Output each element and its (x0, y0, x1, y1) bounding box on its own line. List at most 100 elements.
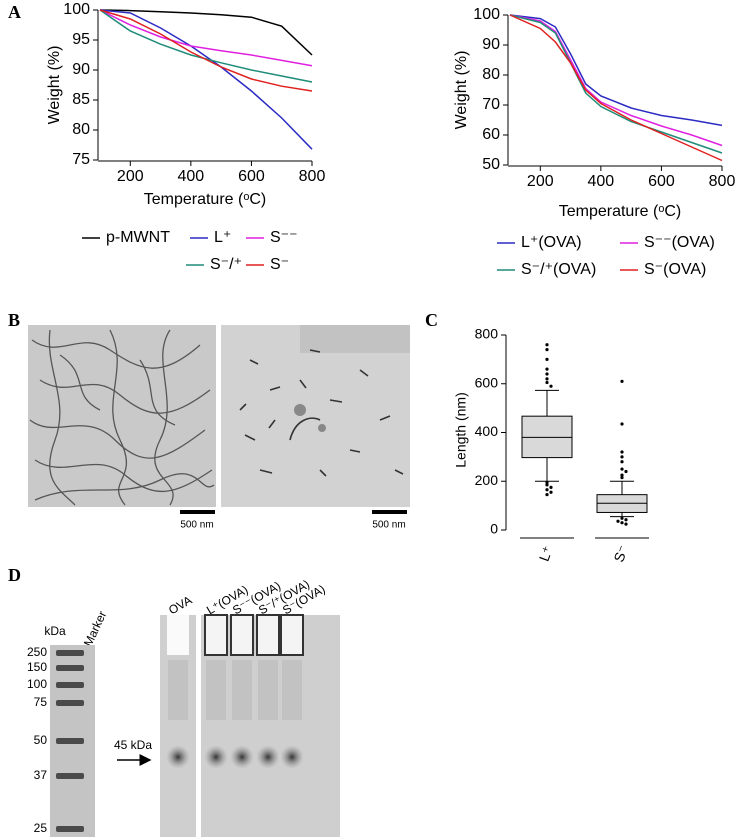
legend-label: S⁻⁻ (270, 229, 298, 246)
scale-bar-label: 500 nm (372, 520, 405, 531)
outlier (545, 480, 549, 485)
marker-label: Marker (81, 609, 109, 649)
x-tick-label: 200 (527, 173, 554, 190)
legend-label: S⁻ (270, 256, 289, 273)
outlier (549, 384, 553, 388)
ladder-band (56, 665, 84, 671)
x-tick-label: 400 (178, 168, 205, 185)
x-axis-title: Temperature (ᵒC) (559, 203, 682, 220)
tem-image (28, 325, 216, 507)
y-axis-title: Length (nm) (453, 392, 469, 467)
outlier (545, 372, 549, 376)
ladder-band (56, 826, 84, 832)
x-tick-label: 800 (299, 168, 326, 185)
gel-divider (196, 615, 201, 837)
line-series (509, 14, 723, 147)
legend-label: S⁻/⁺(OVA) (521, 261, 596, 278)
outlier (624, 469, 628, 474)
outlier (620, 516, 624, 520)
ladder-label: 250 (27, 645, 47, 659)
outlier (545, 380, 549, 385)
lane-label: OVA (166, 593, 194, 617)
ladder-label: 150 (27, 660, 47, 674)
protein-band (204, 745, 228, 769)
legend-label: S⁻(OVA) (644, 261, 706, 278)
y-tick-label: 80 (482, 66, 500, 83)
well (230, 614, 254, 656)
x-axis-title: Temperature (ᵒC) (144, 191, 267, 208)
outlier (545, 367, 549, 371)
y-tick-label: 600 (475, 374, 499, 390)
ladder-band (56, 738, 84, 744)
line-series (509, 14, 723, 127)
legend-label: p-MWNT (106, 229, 170, 246)
outlier (620, 460, 624, 464)
x-tick-label: 200 (117, 168, 144, 185)
line-series (509, 14, 723, 162)
outlier (620, 473, 624, 477)
x-tick-label: L⁺ (536, 544, 556, 564)
x-tick-label: 400 (588, 173, 615, 190)
y-tick-label: 90 (72, 61, 90, 78)
ladder-label: 37 (34, 768, 48, 782)
outlier (545, 357, 549, 361)
well (204, 614, 228, 656)
x-tick-label: S⁻ (610, 543, 631, 564)
y-tick-label: 100 (63, 1, 90, 18)
outlier (620, 450, 624, 454)
y-tick-label: 80 (72, 121, 90, 138)
ladder-label: 50 (34, 733, 48, 747)
outlier (545, 343, 549, 347)
y-tick-label: 85 (72, 91, 90, 108)
y-tick-label: 400 (475, 423, 499, 439)
line-series (99, 9, 313, 83)
smear (206, 660, 226, 720)
y-tick-label: 0 (490, 521, 498, 537)
outlier (620, 521, 624, 525)
ladder-band (56, 773, 84, 779)
outlier (545, 348, 549, 352)
y-tick-label: 200 (475, 472, 499, 488)
legend-label: S⁻/⁺ (210, 256, 242, 273)
panel-label: C (425, 310, 438, 330)
panel-label: B (8, 310, 20, 330)
outlier (545, 483, 549, 487)
ladder-label: 100 (27, 677, 47, 691)
tem-image (221, 325, 410, 507)
y-tick-label: 70 (482, 96, 500, 113)
outlier (549, 490, 553, 494)
smear (232, 660, 252, 720)
outlier (624, 518, 628, 522)
outlier (620, 422, 624, 426)
smear (282, 660, 302, 720)
x-tick-label: 600 (238, 168, 265, 185)
line-series (99, 9, 313, 150)
arrow-label: 45 kDa (114, 738, 152, 752)
well (256, 614, 280, 656)
outlier (545, 493, 549, 497)
outlier (620, 467, 624, 471)
ladder-band (56, 650, 84, 656)
scale-bar-label: 500 nm (180, 520, 213, 531)
ladder-band (56, 700, 84, 706)
y-tick-label: 100 (473, 6, 500, 23)
y-tick-label: 95 (72, 31, 90, 48)
outlier (620, 379, 624, 383)
y-tick-label: 60 (482, 126, 500, 143)
unit-label: kDa (44, 624, 66, 638)
outlier (545, 377, 549, 381)
outlier (620, 455, 624, 459)
smear (168, 660, 188, 720)
legend-label: S⁻⁻(OVA) (644, 234, 715, 251)
legend-label: L⁺(OVA) (521, 234, 582, 251)
outlier (549, 485, 553, 489)
outlier (616, 519, 620, 523)
protein-band (166, 745, 190, 769)
y-tick-label: 90 (482, 36, 500, 53)
line-series (99, 9, 313, 67)
y-tick-label: 800 (475, 326, 499, 342)
ladder-band (56, 682, 84, 688)
y-axis-title: Weight (%) (46, 46, 63, 125)
line-series (99, 9, 313, 92)
